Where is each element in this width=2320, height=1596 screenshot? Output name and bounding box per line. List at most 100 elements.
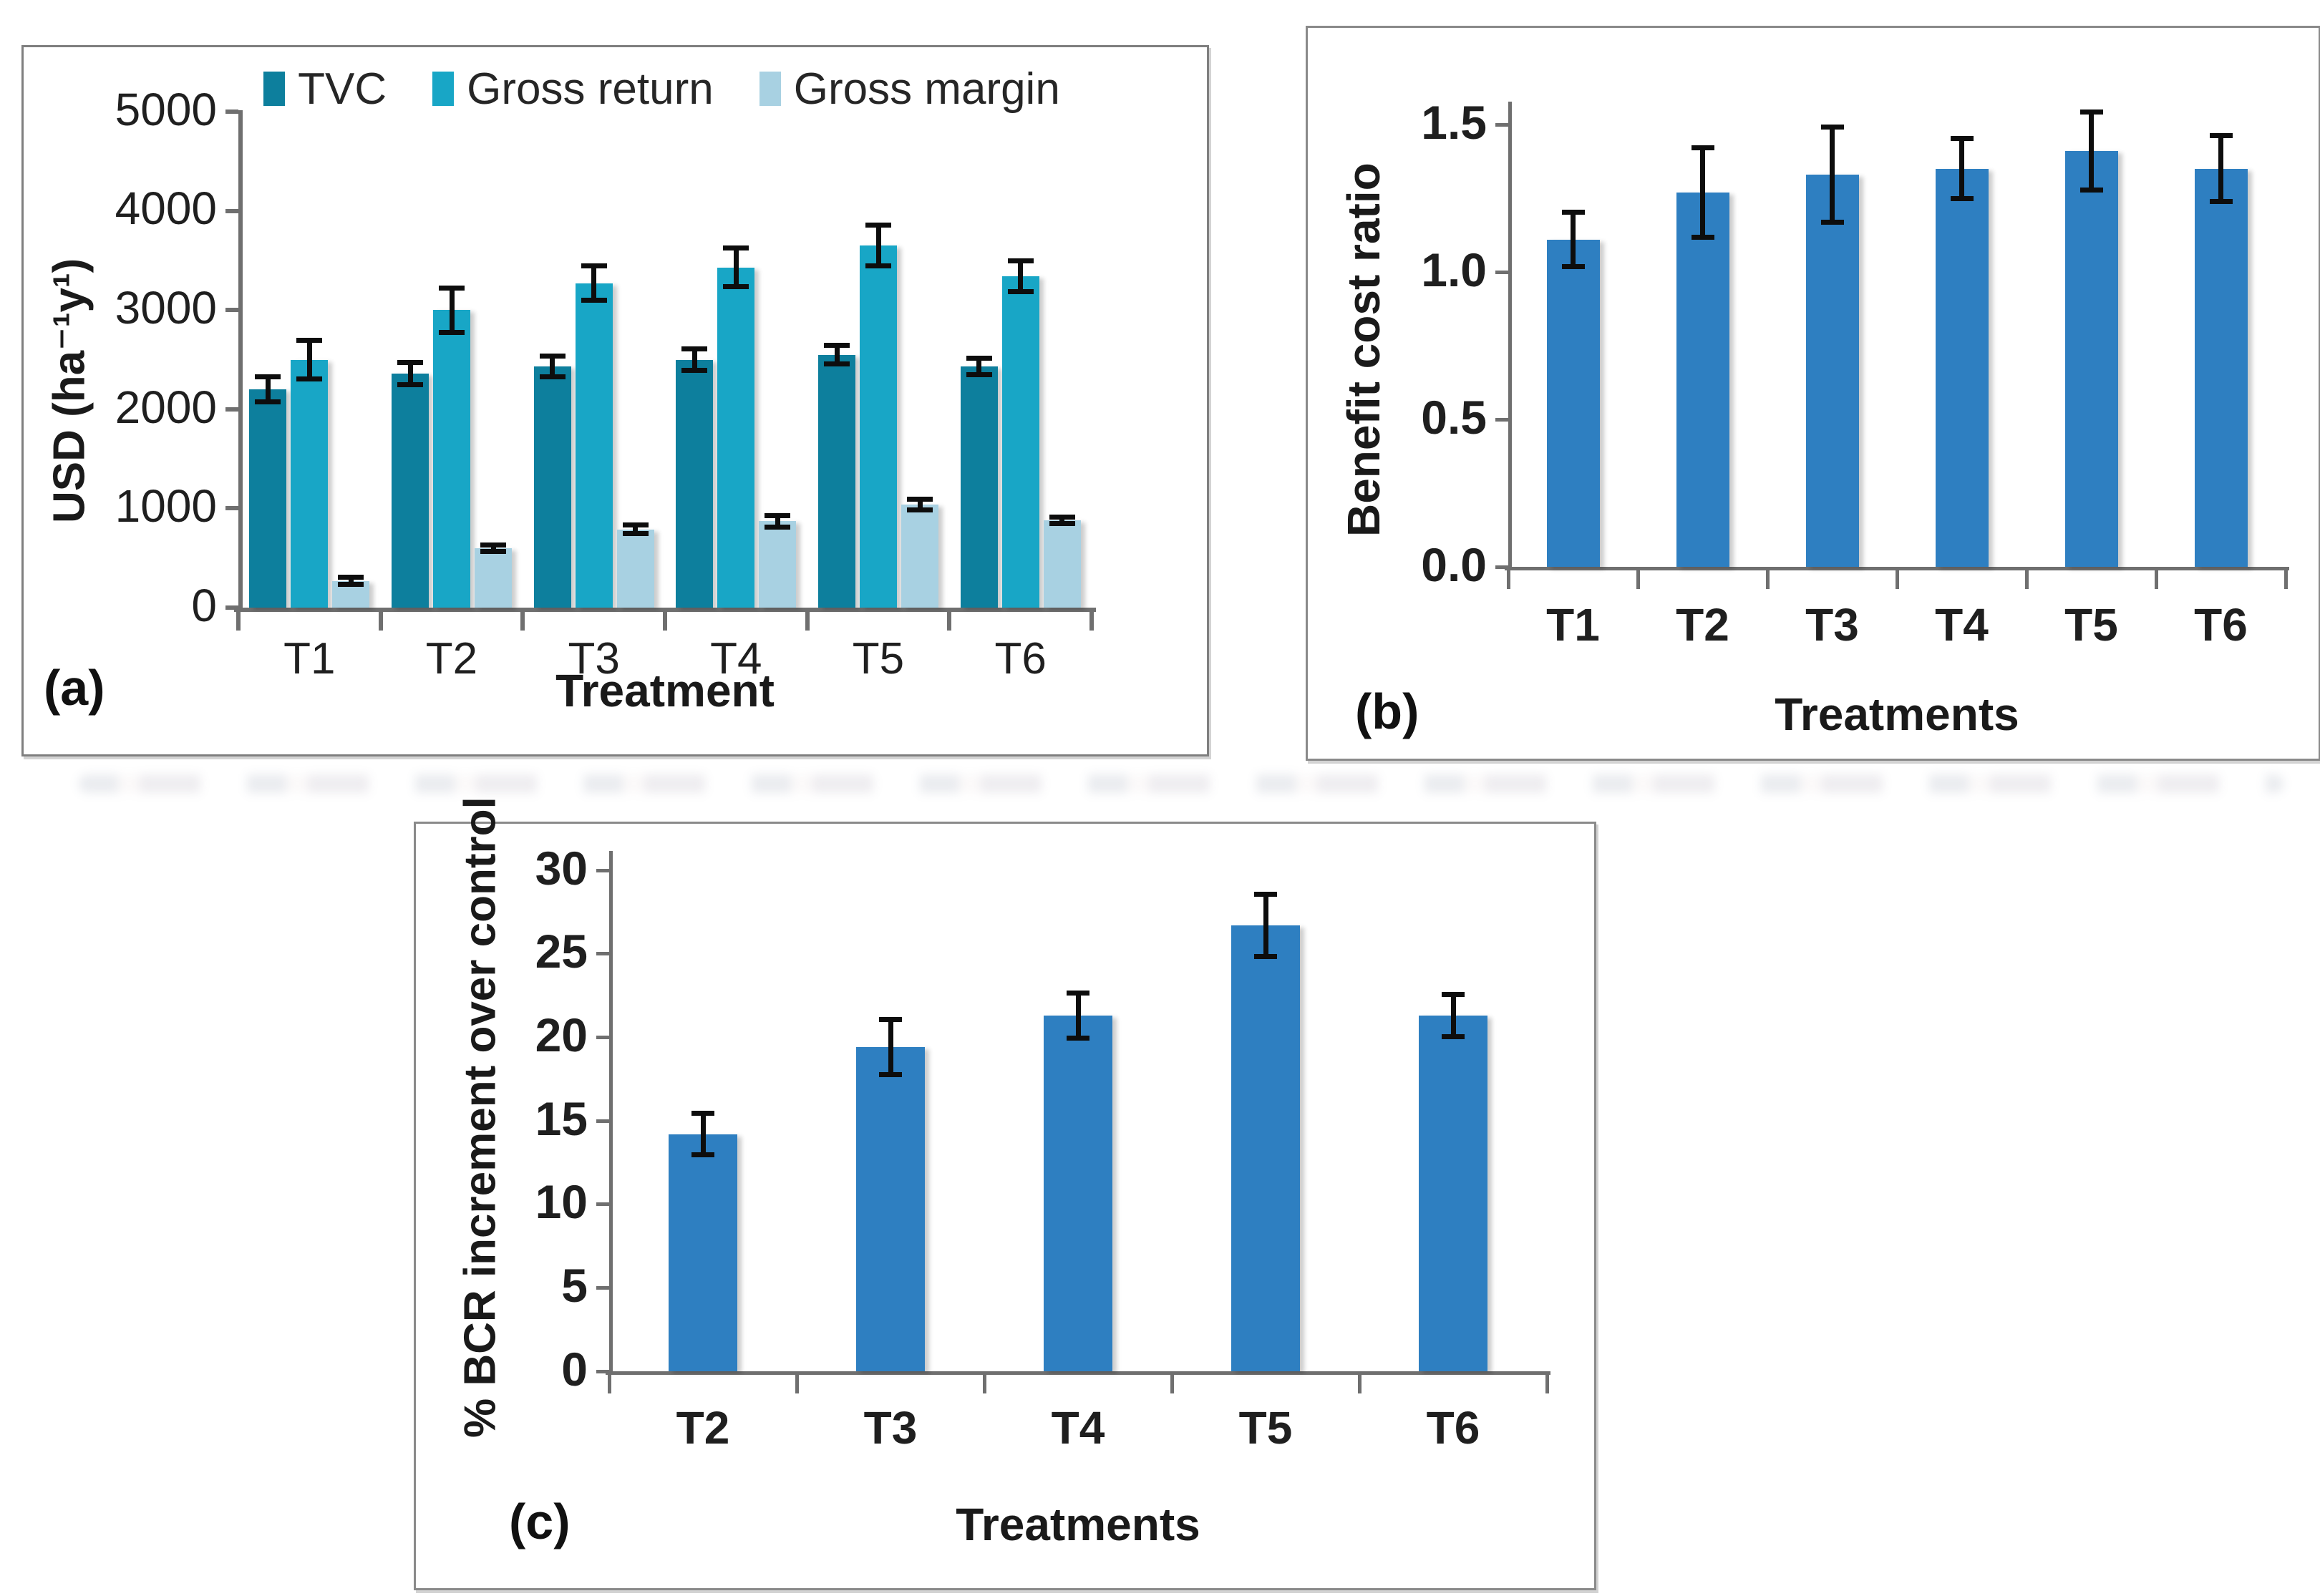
bar-gross-return-t3 <box>575 283 613 608</box>
x-tick <box>2024 570 2029 589</box>
bar-bcr-increment-over-control-t3 <box>856 1047 925 1371</box>
error-bar-cap <box>691 1152 714 1158</box>
error-bar-cap <box>1007 289 1034 295</box>
bar-gross-margin-t5 <box>901 504 938 608</box>
bar-gross-margin-t2 <box>475 548 512 608</box>
panel-letter-c: (c) <box>509 1494 571 1549</box>
y-tick-label: 1.5 <box>1421 95 1487 149</box>
x-tick <box>2154 570 2158 589</box>
error-bar-cap <box>681 346 708 352</box>
x-tick <box>1765 570 1770 589</box>
error-bar-cap <box>581 298 607 303</box>
error-bar-cap <box>255 374 281 380</box>
bar-gross-return-t6 <box>1001 276 1039 608</box>
bar-bcr-increment-over-control-t4 <box>1044 1016 1112 1371</box>
bar-gross-margin-t4 <box>759 521 797 608</box>
plot-area: 0.0 0.5 1.0 1.5 T1 T2 T3 T4 T5 T6 <box>1308 28 2319 759</box>
x-tick-label: T6 <box>994 634 1047 683</box>
error-bar-line <box>1263 892 1268 959</box>
error-bar-line <box>834 342 840 367</box>
error-bar-cap <box>681 367 708 373</box>
legend-item-gross-margin: Gross margin <box>759 64 1060 115</box>
x-axis-title: Treatment <box>555 665 775 716</box>
x-tick <box>947 612 952 631</box>
panel-b: Benefit cost ratio 0.0 0.5 1.0 1.5 T1 T2 T3 T4 T… <box>1306 26 2320 761</box>
error-bar-line <box>976 355 982 378</box>
x-axis <box>606 1371 1550 1375</box>
bar-benefit-cost-ratio-t4 <box>1935 168 1989 567</box>
x-tick-label: T2 <box>425 634 478 683</box>
legend-item-gross-return: Gross return <box>432 64 714 115</box>
error-bar-line <box>1075 991 1081 1041</box>
y-tick <box>1495 122 1508 127</box>
panel-letter-a: (a) <box>44 660 105 716</box>
bar-benefit-cost-ratio-t6 <box>2194 168 2248 567</box>
error-bar-cap <box>296 338 323 343</box>
error-bar-cap <box>1561 263 1585 269</box>
y-tick-label: 2000 <box>115 381 217 433</box>
y-tick-label: 4000 <box>115 183 217 235</box>
legend-item-tvc: TVC <box>263 64 387 115</box>
error-bar-line <box>407 359 413 388</box>
y-axis <box>238 110 243 612</box>
error-bar-cap <box>338 581 364 587</box>
x-tick <box>2283 570 2288 589</box>
x-tick-label: T1 <box>1546 599 1600 651</box>
x-tick <box>1357 1375 1362 1393</box>
error-bar-line <box>691 346 697 373</box>
error-bar-cap <box>1254 892 1277 897</box>
error-bar-line <box>775 513 780 530</box>
error-bar-cap <box>2079 187 2103 193</box>
error-bar-cap <box>691 1111 714 1116</box>
x-tick-label: T5 <box>852 634 905 683</box>
error-bar-cap <box>723 284 749 290</box>
error-bar-cap <box>2209 199 2233 205</box>
bar-tvc-t3 <box>533 366 571 608</box>
bar-bcr-increment-over-control-t2 <box>669 1134 737 1371</box>
y-tick <box>596 952 609 956</box>
error-bar-cap <box>1254 953 1277 959</box>
x-tick-label: T4 <box>1051 1402 1105 1454</box>
bar-benefit-cost-ratio-t5 <box>2064 151 2118 567</box>
x-tick-label: T4 <box>710 634 762 683</box>
error-bar-cap <box>2209 133 2233 139</box>
error-bar-cap <box>966 372 992 378</box>
y-tick <box>225 605 238 610</box>
error-bar-cap <box>723 245 749 251</box>
error-bar-cap <box>1067 991 1089 996</box>
error-bar-cap <box>338 575 364 580</box>
error-bar-cap <box>1442 992 1465 998</box>
panel-a: TVC Gross return Gross margin USD (ha⁻¹y… <box>21 45 1209 756</box>
error-bar-cap <box>539 354 566 359</box>
legend-swatch-tvc <box>263 72 286 106</box>
error-bar-line <box>633 522 639 537</box>
bar-gross-return-t4 <box>717 267 755 608</box>
x-tick-label: T2 <box>1676 599 1729 651</box>
y-tick-label: 0 <box>561 1342 588 1396</box>
y-tick <box>596 1369 609 1373</box>
error-bar-cap <box>439 285 465 291</box>
error-bar-line <box>306 338 312 381</box>
x-tick <box>1545 1375 1549 1393</box>
bar-benefit-cost-ratio-t3 <box>1805 175 1859 567</box>
x-axis <box>234 608 1096 612</box>
error-bar-cap <box>581 263 607 269</box>
bar-gross-return-t5 <box>860 245 897 608</box>
legend-label: TVC <box>298 64 387 114</box>
error-bar-cap <box>480 542 506 548</box>
y-tick-label: 5000 <box>115 83 217 135</box>
x-tick-label: T3 <box>568 634 620 683</box>
x-tick-label: T2 <box>676 1402 730 1454</box>
error-bar-cap <box>824 342 850 348</box>
error-bar-cap <box>397 359 423 365</box>
bar-tvc-t1 <box>249 389 287 608</box>
error-bar-cap <box>865 263 891 268</box>
panel-letter-b: (b) <box>1355 683 1419 739</box>
x-axis <box>1505 567 2289 570</box>
error-bar-line <box>733 245 739 290</box>
error-bar-cap <box>439 329 465 335</box>
error-bar-cap <box>397 382 423 388</box>
error-bar-line <box>550 354 555 380</box>
error-bar-cap <box>1691 234 1714 240</box>
